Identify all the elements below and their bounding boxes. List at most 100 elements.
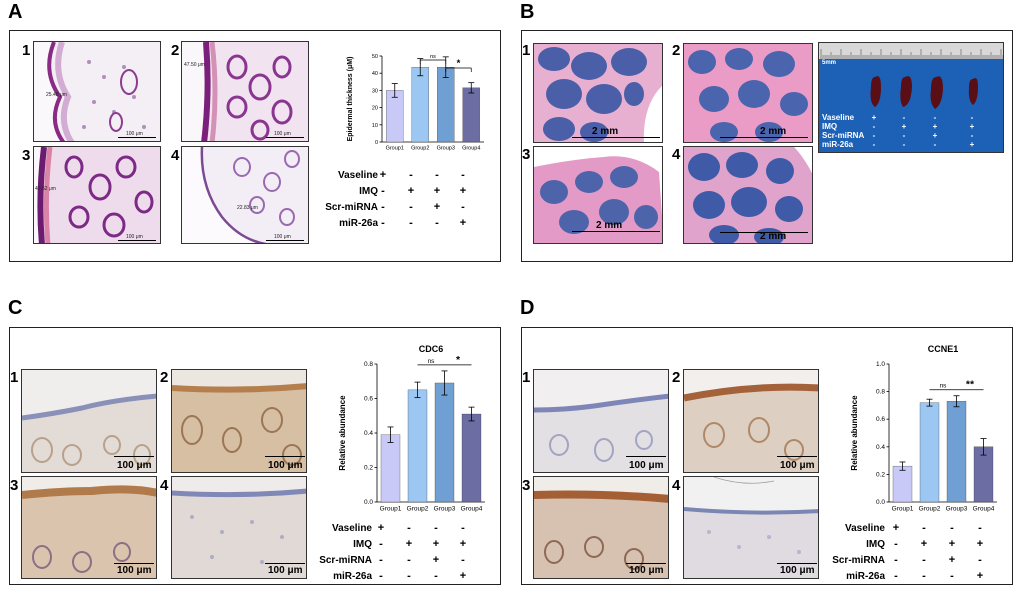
panel-c-bar-1 [380, 434, 401, 503]
panel-c-image-number-3: 3 [10, 477, 19, 494]
panel-d-treatment-mark: - [894, 538, 898, 550]
panel-d-scale-label-2: 100 μm [780, 460, 815, 471]
panel-c-scale-label-4: 100 μm [268, 565, 303, 576]
panel-a-treatment-mark: - [461, 169, 465, 181]
panel-d-bar-2 [919, 402, 940, 503]
panel-c-treatment-label-4: miR-26a [333, 571, 372, 582]
panel-d-bar-1 [892, 465, 913, 503]
panel-a-treatment-mark: + [459, 217, 467, 229]
panel-a-scale-label-2: 100 μm [274, 131, 291, 137]
panel-a-treatment-mark: + [407, 185, 415, 197]
panel-a-bar-1 [386, 90, 404, 143]
panel-a-treatment-label-1: Vaseline [337, 170, 378, 181]
panel-a-measurement-1: 25.48 μm [46, 92, 67, 98]
panel-c-bar-3 [434, 382, 455, 503]
panel-d-frame [521, 327, 1013, 585]
panel-letter-c: C [8, 297, 23, 319]
panel-d-treatment-mark: - [978, 554, 982, 566]
panel-a-treatment-mark: - [409, 201, 413, 213]
panel-c-bar-4 [461, 413, 482, 503]
panel-a-treatment-mark: - [381, 201, 385, 213]
panel-b-spleen-mark: + [871, 113, 877, 122]
panel-b-spleen-section-4 [683, 146, 813, 244]
panel-d-treatment-mark: + [948, 538, 956, 550]
panel-c-ihc-image-4 [171, 476, 307, 579]
panel-a-significance-label-2: * [457, 58, 461, 69]
panel-b-spleen-photo [818, 42, 1004, 153]
panel-c-scale-bar-1 [114, 456, 154, 457]
panel-d-y-axis-label: Relative abundance [850, 395, 859, 471]
panel-b-spleen-mark: - [872, 131, 876, 140]
panel-b-spleen-mark: + [969, 140, 975, 149]
panel-c-frame [9, 327, 501, 585]
panel-b-spleen-mark: - [872, 140, 876, 149]
panel-a-image-number-4: 4 [171, 147, 180, 164]
panel-c-treatment-mark: - [407, 570, 411, 582]
panel-c-ihc-image-1 [21, 369, 157, 473]
panel-c-treatment-mark: - [461, 522, 465, 534]
panel-a-bar-2 [411, 67, 429, 143]
panel-d-treatment-mark: - [950, 570, 954, 582]
panel-a-y-tick-label: 0 [375, 140, 378, 146]
panel-a-he-image-3 [33, 146, 161, 244]
panel-b-spleen-row-label-4: miR-26a [822, 140, 854, 149]
panel-c-scale-bar-2 [265, 456, 305, 457]
panel-d-treatment-label-1: Vaseline [844, 523, 885, 534]
panel-b-spleen-section-2 [683, 43, 813, 143]
panel-a-image-number-3: 3 [22, 147, 31, 164]
panel-c-scale-label-1: 100 μm [117, 460, 152, 471]
panel-a-treatment-mark: + [433, 201, 441, 213]
panel-d-significance-label-1: ns [940, 383, 948, 390]
panel-a-scale-bar-4 [266, 240, 304, 241]
panel-a-measurement-2: 47.50 μm [184, 62, 205, 68]
panel-c-treatment-mark: - [434, 570, 438, 582]
panel-d-ihc-image-2 [683, 369, 819, 473]
panel-b-scale-label-3: 2 mm [596, 220, 623, 231]
panel-d-treatment-mark: - [950, 522, 954, 534]
panel-c-scale-label-2: 100 μm [268, 460, 303, 471]
panel-a-y-tick-label: 40 [372, 71, 378, 77]
panel-b-scale-bar-4 [720, 232, 808, 233]
panel-d-treatment-mark: + [976, 538, 984, 550]
panel-d-ihc-image-4 [683, 476, 819, 579]
panel-b-spleen-mark: - [970, 113, 974, 122]
panel-a-bar-3 [437, 67, 455, 143]
panel-d-chart: 0.0 0.2 0.4 0.6 0.8 1.0 Relative abundance CCNE… [847, 340, 1002, 525]
panel-a-scale-label-4: 100 μm [274, 234, 291, 240]
panel-a-y-axis-label: Epidermal thickness (μM) [347, 57, 354, 142]
panel-d-treatment-mark: - [922, 554, 926, 566]
panel-d-y-tick-label: 0.4 [876, 444, 885, 451]
panel-d-treatment-mark: - [894, 570, 898, 582]
panel-a-measurement-3: 49.52 μm [35, 186, 56, 192]
panel-a-scale-label-3: 100 μm [126, 234, 143, 240]
panel-b-scale-bar-2 [720, 137, 808, 138]
panel-c-y-axis-label: Relative abundance [338, 395, 347, 471]
panel-c-image-number-1: 1 [10, 369, 19, 386]
panel-d-y-tick-label: 0.0 [876, 499, 885, 506]
panel-a-category-label-2: Group2 [411, 146, 429, 152]
panel-a-scale-bar-1 [118, 137, 156, 138]
panel-b-image-number-3: 3 [522, 146, 531, 163]
panel-c-category-label-1: Group1 [380, 506, 402, 513]
panel-a-he-image-1 [33, 41, 161, 142]
panel-a-scale-label-1: 100 μm [126, 131, 143, 137]
panel-a-treatment-mark: + [459, 185, 467, 197]
panel-b-ruler-label: 5mm [822, 60, 837, 66]
panel-d-scale-label-4: 100 μm [780, 565, 815, 576]
panel-b-spleen-mark: - [933, 113, 937, 122]
panel-b-spleen-mark: - [902, 131, 906, 140]
panel-c-treatment-mark: + [459, 538, 467, 550]
panel-a-treatment-label-2: IMQ [359, 186, 378, 197]
panel-a-treatment-mark: - [461, 201, 465, 213]
panel-d-treatment-mark: - [894, 554, 898, 566]
panel-c-treatment-mark: + [377, 522, 385, 534]
panel-d-scale-bar-3 [626, 563, 666, 564]
panel-letter-b: B [520, 1, 535, 23]
panel-d-image-number-3: 3 [522, 477, 531, 494]
panel-b-frame [521, 30, 1013, 262]
panel-d-image-number-1: 1 [522, 369, 531, 386]
panel-d-category-label-2: Group2 [919, 506, 941, 513]
panel-a-treatment-label-4: miR-26a [339, 218, 378, 229]
panel-c-scale-bar-4 [265, 563, 305, 564]
panel-c-chart-title: CDC6 [419, 344, 444, 354]
